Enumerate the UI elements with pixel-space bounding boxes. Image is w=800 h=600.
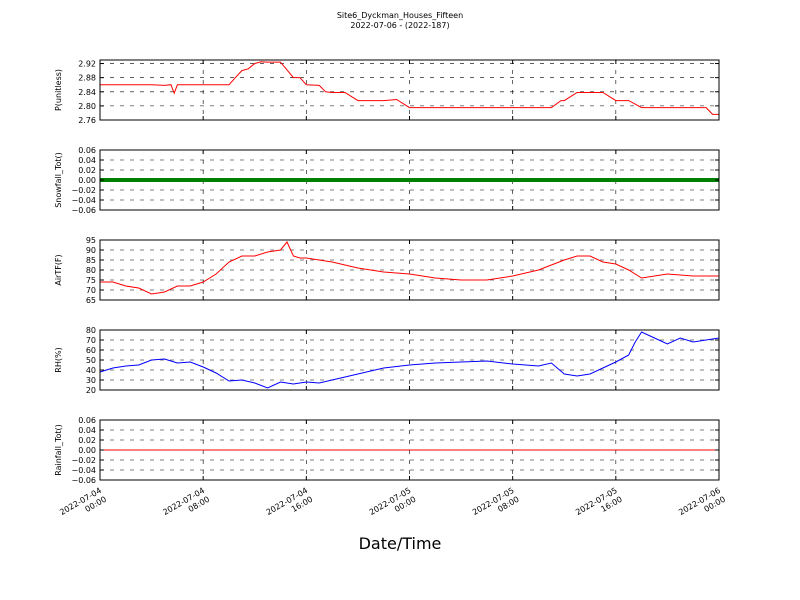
series-line bbox=[100, 241, 719, 295]
y-tick-label: −0.06 bbox=[71, 476, 96, 485]
y-axis-label: RH(%) bbox=[54, 347, 63, 372]
y-tick-label: −0.02 bbox=[71, 456, 96, 465]
y-tick-label: 2.84 bbox=[78, 88, 96, 97]
chart-title: Site6_Dyckman_Houses_Fifteen bbox=[336, 11, 464, 20]
y-tick-label: −0.04 bbox=[71, 196, 96, 205]
y-tick-label: 0.06 bbox=[78, 146, 96, 155]
y-tick-label: 80 bbox=[86, 326, 96, 335]
y-tick-label: 0.02 bbox=[78, 436, 96, 445]
panel-5: 0.060.040.020.00−0.02−0.04−0.06 Rainfall_… bbox=[54, 416, 720, 485]
y-tick-label: 2.80 bbox=[78, 102, 96, 111]
y-tick-label: 20 bbox=[86, 386, 96, 395]
panel-1: 2.92 2.88 2.84 2.80 2.76 P(unitless) bbox=[54, 59, 720, 125]
y-axis-label: Snowfall_Tot() bbox=[54, 152, 63, 208]
y-tick-label: 2.92 bbox=[78, 60, 96, 69]
y-tick-label: 60 bbox=[86, 346, 96, 355]
y-tick-label: 30 bbox=[86, 376, 96, 385]
y-tick-label: 0.06 bbox=[78, 416, 96, 425]
y-tick-label: 0.00 bbox=[78, 176, 96, 185]
y-axis-label: P(unitless) bbox=[54, 69, 63, 111]
y-tick-label: 85 bbox=[86, 256, 96, 265]
series-line bbox=[99, 331, 720, 389]
y-tick-label: 40 bbox=[86, 366, 96, 375]
y-tick-label: −0.06 bbox=[71, 206, 96, 215]
y-tick-label: 0.00 bbox=[78, 446, 96, 455]
series-line bbox=[100, 61, 719, 115]
y-tick-label: 70 bbox=[86, 336, 96, 345]
y-tick-label: 50 bbox=[86, 356, 96, 365]
y-tick-label: 65 bbox=[86, 296, 96, 305]
y-tick-label: 80 bbox=[86, 266, 96, 275]
y-tick-label: 0.04 bbox=[78, 156, 96, 165]
y-tick-label: 70 bbox=[86, 286, 96, 295]
panel-2: 0.060.040.020.00−0.02−0.04−0.06 Snowfall_… bbox=[54, 146, 720, 215]
y-axis-label: AirTF(F) bbox=[54, 254, 63, 285]
y-tick-label: 2.76 bbox=[78, 116, 96, 125]
y-tick-label: 95 bbox=[86, 236, 96, 245]
y-tick-label: 2.88 bbox=[78, 74, 96, 83]
y-tick-label: −0.04 bbox=[71, 466, 96, 475]
y-tick-label: −0.02 bbox=[71, 186, 96, 195]
chart-subtitle: 2022-07-06 - (2022-187) bbox=[350, 21, 450, 30]
y-tick-label: 0.02 bbox=[78, 166, 96, 175]
y-axis-label: Rainfall_Tot() bbox=[54, 424, 63, 476]
y-tick-label: 75 bbox=[86, 276, 96, 285]
x-axis-label: Date/Time bbox=[358, 534, 442, 553]
y-tick-label: 0.04 bbox=[78, 426, 96, 435]
y-tick-label: 90 bbox=[86, 246, 96, 255]
